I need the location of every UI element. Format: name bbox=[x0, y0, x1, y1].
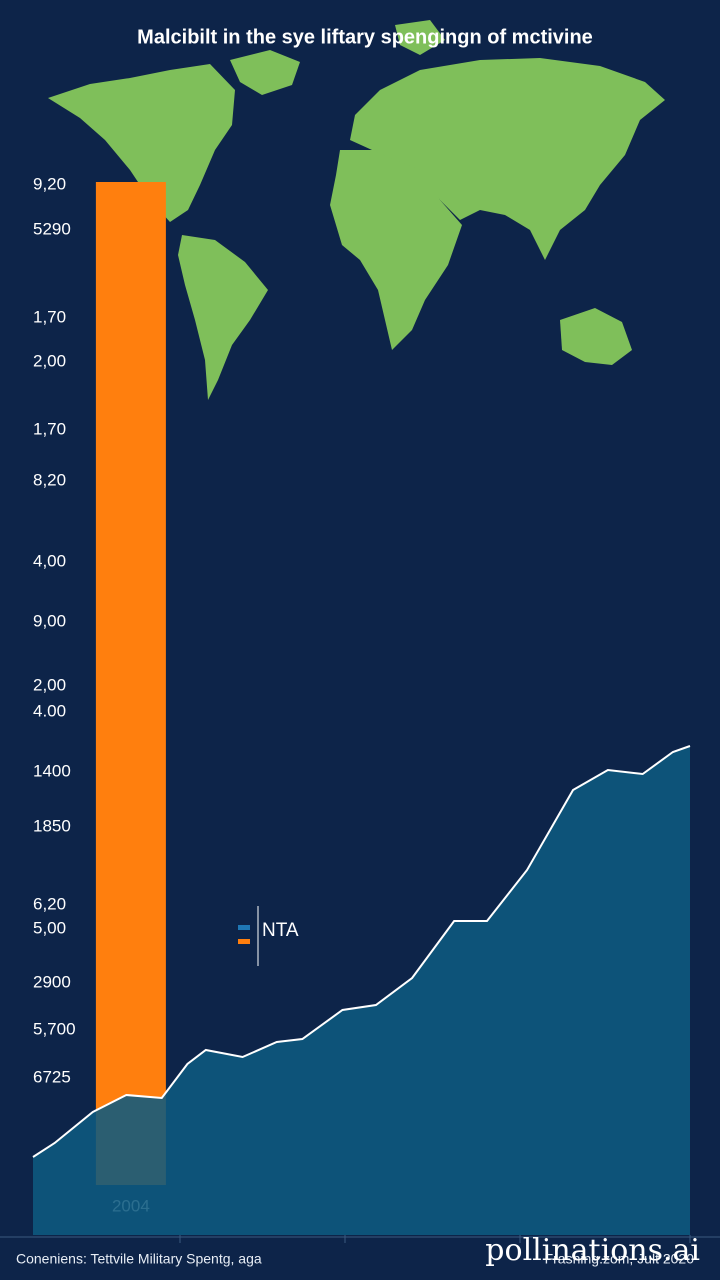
bar bbox=[95, 182, 166, 1185]
y-tick-label: 2900 bbox=[33, 972, 71, 991]
y-tick-label: 4.00 bbox=[33, 701, 66, 720]
y-tick-label: 1,70 bbox=[33, 419, 66, 438]
chart-title: Malcibilt in the sye liftary spengingn o… bbox=[137, 26, 593, 48]
area-line bbox=[32, 745, 691, 1158]
source-note: Coneniens: Tettvile Military Spentg, aga bbox=[16, 1251, 262, 1267]
legend-swatch bbox=[238, 925, 250, 930]
legend: NTA bbox=[238, 906, 299, 966]
y-tick-label: 5,700 bbox=[33, 1019, 76, 1038]
credit-note: Frashing.zom, Jult 2020 bbox=[545, 1251, 695, 1267]
y-tick-label: 2,00 bbox=[33, 351, 66, 370]
y-tick-label: 2,00 bbox=[33, 675, 66, 694]
y-tick-label: 5290 bbox=[33, 219, 71, 238]
y-tick-label: 5,00 bbox=[33, 918, 66, 937]
world-map bbox=[48, 20, 665, 400]
y-tick-label: 6,20 bbox=[33, 894, 66, 913]
y-tick-label: 1850 bbox=[33, 816, 71, 835]
watermark: pollinations.ai bbox=[485, 1233, 700, 1268]
y-tick-label: 9,00 bbox=[33, 611, 66, 630]
y-tick-label: 1,70 bbox=[33, 307, 66, 326]
plot-area: 9,20 5290 1,70 2,00 1,70 8,20 4,00 9,00 2,00 4.00… bbox=[32, 174, 691, 1243]
area-fill bbox=[33, 746, 690, 1235]
y-tick-label: 9,20 bbox=[33, 174, 66, 193]
y-tick-label: 4,00 bbox=[33, 551, 66, 570]
y-tick-label: 6725 bbox=[33, 1067, 71, 1086]
y-tick-label: 1400 bbox=[33, 761, 71, 780]
y-tick-label: 8,20 bbox=[33, 470, 66, 489]
legend-swatch bbox=[238, 939, 250, 944]
legend-label: NTA bbox=[262, 920, 299, 941]
